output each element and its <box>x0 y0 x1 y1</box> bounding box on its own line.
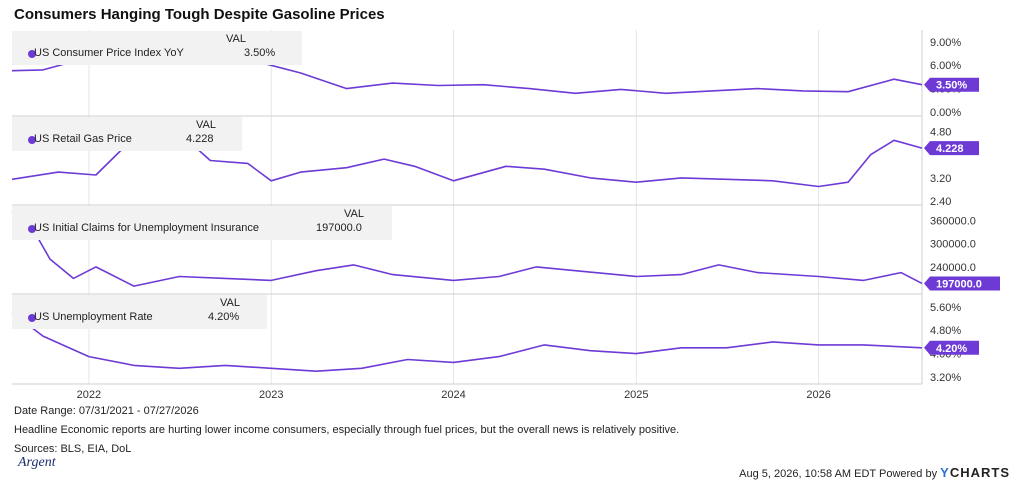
value-tag <box>924 276 1000 291</box>
legend-value-header: VAL <box>220 297 240 309</box>
date-range: Date Range: 07/31/2021 - 07/27/2026 <box>14 405 199 417</box>
series-line <box>11 210 923 287</box>
y-tick-label: 9.00% <box>930 37 961 49</box>
y-tick-label: 3.20% <box>930 372 961 384</box>
value-tag <box>924 141 979 156</box>
chart-canvas: 202220232024202520269.00%6.00%3.00%0.00%… <box>11 30 1000 400</box>
legend-series-name: US Initial Claims for Unemployment Insur… <box>34 222 259 234</box>
x-tick-label: 2026 <box>806 389 830 400</box>
sources: Sources: BLS, EIA, DoL <box>14 443 132 455</box>
x-tick-label: 2023 <box>259 389 283 400</box>
legend-box: VAL US Unemployment Rate 4.20% <box>12 295 267 329</box>
value-tag <box>924 340 979 355</box>
legend-dot-icon <box>28 314 36 322</box>
argent-logo: Argent <box>18 455 56 470</box>
y-tick-label: 360000.0 <box>930 216 976 228</box>
ycharts-logo-text: CHARTS <box>949 465 1010 480</box>
legend-series-value: 4.20% <box>208 311 240 323</box>
y-tick-label: 3.20 <box>930 173 951 185</box>
x-tick-label: 2025 <box>624 389 648 400</box>
timestamp: Aug 5, 2026, 10:58 AM EDT Powered by <box>739 468 938 480</box>
y-tick-label: 240000.0 <box>930 262 976 274</box>
y-tick-label: 6.00% <box>930 60 961 72</box>
legend-series-value: 3.50% <box>244 47 276 59</box>
x-tick-label: 2022 <box>77 389 101 400</box>
legend-series-name: US Unemployment Rate <box>34 311 153 323</box>
legend-box: VAL US Consumer Price Index YoY 3.50% <box>12 31 302 65</box>
value-tag-label: 197000.0 <box>936 278 982 290</box>
chart-title: Consumers Hanging Tough Despite Gasoline… <box>14 6 385 23</box>
legend-value-header: VAL <box>344 208 364 220</box>
legend-box: VAL US Initial Claims for Unemployment In… <box>12 206 392 240</box>
value-tag <box>924 77 979 92</box>
legend-series-name: US Retail Gas Price <box>34 133 132 145</box>
series-line <box>11 311 923 373</box>
y-tick-label: 5.60% <box>930 302 961 314</box>
legend-series-value: 197000.0 <box>316 222 362 234</box>
value-tag-label: 4.20% <box>936 343 967 355</box>
legend-dot-icon <box>28 50 36 58</box>
powered-by: Aug 5, 2026, 10:58 AM EDT Powered by YCH… <box>739 465 1010 480</box>
legend-series-name: US Consumer Price Index YoY <box>34 47 184 59</box>
ycharts-logo[interactable]: YCHARTS <box>940 465 1010 480</box>
legend-value-header: VAL <box>226 33 246 45</box>
ycharts-logo-y: Y <box>940 465 950 480</box>
legend-dot-icon <box>28 136 36 144</box>
y-tick-label: 4.80 <box>930 127 951 139</box>
legend-series-value: 4.228 <box>186 133 214 145</box>
legend-value-header: VAL <box>196 119 216 131</box>
y-tick-label: 300000.0 <box>930 239 976 251</box>
legend-box: VAL US Retail Gas Price 4.228 <box>12 117 242 151</box>
x-tick-label: 2024 <box>441 389 465 400</box>
y-tick-label: 2.40 <box>930 196 951 208</box>
value-tag-label: 4.228 <box>936 143 964 155</box>
legend-dot-icon <box>28 225 36 233</box>
footnote: Headline Economic reports are hurting lo… <box>14 424 680 436</box>
y-tick-label: 0.00% <box>930 107 961 119</box>
value-tag-label: 3.50% <box>936 80 967 92</box>
y-tick-label: 4.80% <box>930 325 961 337</box>
